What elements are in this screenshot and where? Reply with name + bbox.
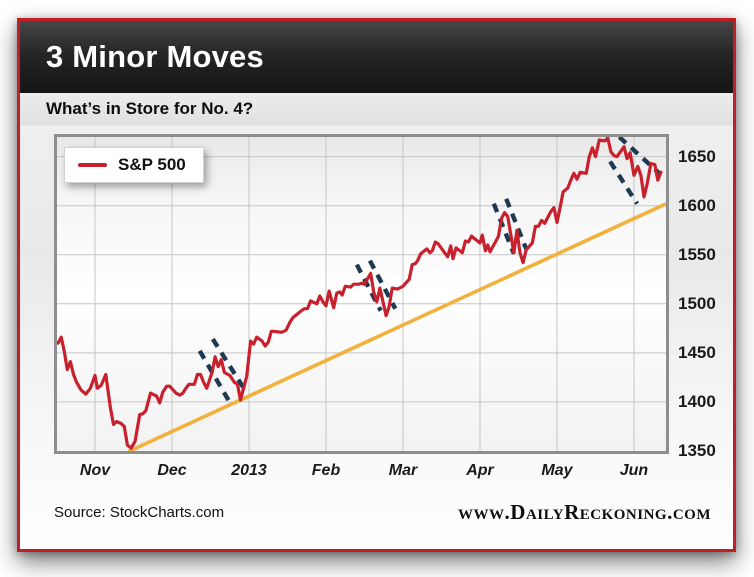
legend-label: S&P 500 [118,155,186,174]
x-tick-label: Feb [311,462,341,479]
chart-card: 3 Minor Moves What’s in Store for No. 4?… [17,18,736,552]
legend: S&P 500 [64,147,204,183]
price-line [57,137,663,450]
y-tick-label: 1450 [678,342,716,362]
channel-dashed-line [491,202,516,255]
x-tick-label: May [541,462,573,479]
y-tick-label: 1600 [678,195,716,215]
price-chart-plot [54,134,669,454]
y-tick-label: 1550 [678,244,716,264]
channel-dashed-line [608,160,639,205]
y-tick-label: 1350 [678,441,716,460]
channel-dashed-line [354,263,383,312]
trend-line [127,201,666,451]
x-tick-label: Jun [619,462,649,479]
chart-area: S&P 500 1350 1400 1450 1500 1550 1600 1650 Nov… [20,126,733,548]
y-tick-label: 1400 [678,391,716,411]
x-tick-label: 2013 [231,462,267,479]
header-bar: 3 Minor Moves [20,21,733,93]
source-text: Source: StockCharts.com [54,504,225,521]
channel-dashed-line [504,197,529,250]
sp500-line-swatch [78,163,107,167]
chart-title: 3 Minor Moves [46,39,264,74]
channel-dashed-line [197,349,231,403]
chart-subtitle: What’s in Store for No. 4? [46,99,254,118]
y-tick-label: 1500 [678,293,716,313]
x-tick-label: Nov [79,462,111,479]
x-tick-label: Dec [157,462,187,479]
x-tick-label: Apr [466,462,494,479]
plot-region: S&P 500 1350 1400 1450 1500 1550 1600 1650 Nov… [20,126,733,483]
channel-dashed-line [210,337,247,391]
y-tick-label: 1650 [678,146,716,166]
subtitle-bar: What’s in Store for No. 4? [20,93,733,126]
site-url: www.DailyReckoning.com [458,500,711,524]
x-tick-label: Mar [388,462,418,479]
footer: Source: StockCharts.com www.DailyReckoni… [20,483,733,548]
